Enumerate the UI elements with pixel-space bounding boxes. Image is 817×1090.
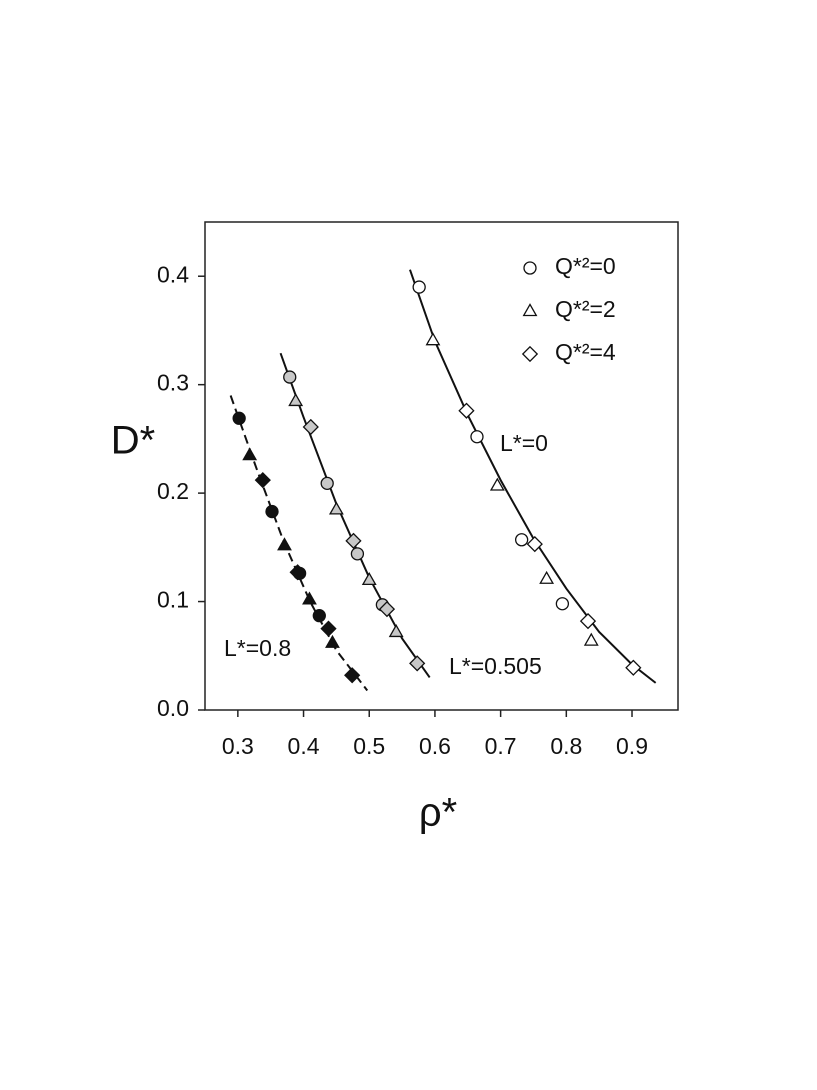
data-point [539,570,555,584]
data-point [344,667,361,684]
data-point [325,634,340,648]
data-point [277,537,292,551]
data-point [265,504,279,519]
x-tick-label: 0.9 [616,733,648,759]
annotation: L*=0.505 [449,653,542,679]
y-tick-label: 0.4 [157,261,189,287]
data-point [470,430,484,444]
data-point [328,501,344,515]
x-axis-label: ρ* [419,791,457,835]
legend-marker [523,261,537,275]
y-tick-label: 0.1 [157,587,189,613]
data-point [283,370,297,384]
data-point [320,476,334,491]
data-point [425,332,441,346]
data-point [579,612,597,630]
data-point [514,533,529,547]
x-tick-label: 0.7 [485,733,517,759]
fit-curve [279,352,431,679]
fit-curve [409,269,657,684]
data-point [409,655,426,672]
data-point [312,609,326,623]
data-point [361,571,377,586]
plot-frame [204,221,679,711]
data-point [412,280,426,294]
data-point [388,624,404,638]
data-point [350,547,365,561]
data-point [345,532,362,549]
legend-label: Q*²=2 [555,296,616,322]
data-point [526,535,543,553]
data-point [302,418,319,436]
legend-label: Q*²=0 [555,253,616,279]
y-tick-label: 0.0 [157,695,189,721]
legend-marker [522,303,538,317]
x-tick-label: 0.5 [353,733,385,759]
x-tick-label: 0.8 [550,733,582,759]
data-point [458,402,475,419]
legend-marker [521,345,539,363]
legend-label: Q*²=4 [555,339,616,365]
data-point [378,601,396,618]
data-point [289,564,306,581]
data-point [288,393,304,407]
data-point [489,477,505,491]
data-point [242,447,258,461]
annotation: L*=0 [500,430,548,456]
x-tick-label: 0.3 [222,733,254,759]
y-tick-label: 0.3 [157,370,189,396]
annotation: L*=0.8 [224,635,291,661]
x-tick-label: 0.4 [288,733,320,759]
data-point [555,597,570,611]
data-point [583,632,599,646]
x-tick-label: 0.6 [419,733,451,759]
y-tick-label: 0.2 [157,478,189,504]
data-point [625,659,642,676]
data-point [232,411,246,425]
data-point [302,591,317,605]
data-point [320,620,337,637]
y-axis-label: D* [111,419,155,463]
data-point [254,471,271,489]
